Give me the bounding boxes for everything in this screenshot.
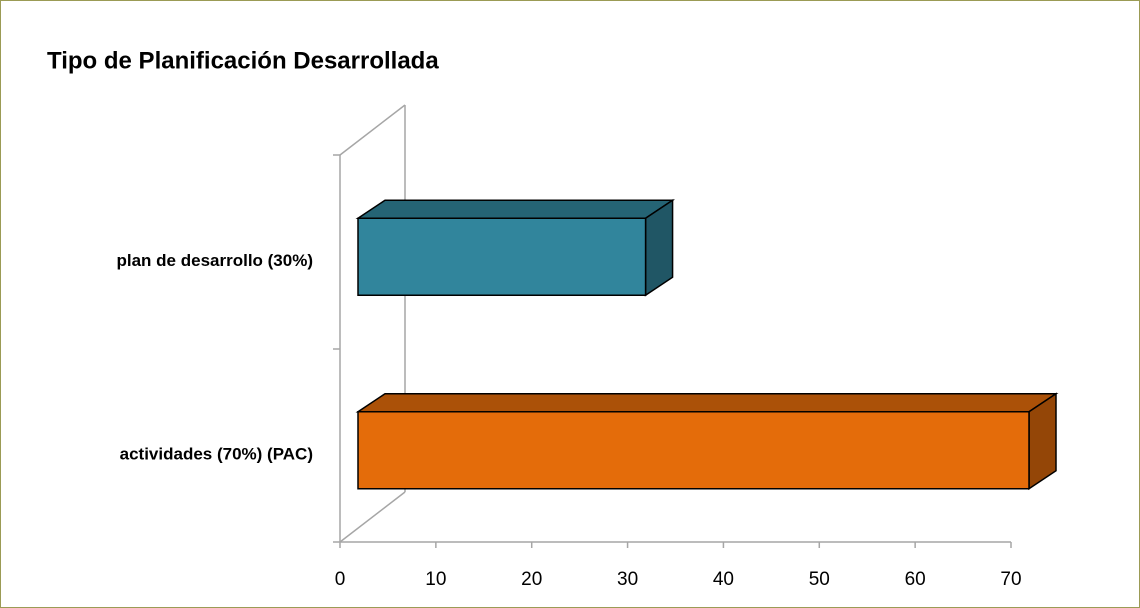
bar-front bbox=[357, 411, 1030, 490]
x-tick-label: 60 bbox=[905, 569, 926, 590]
x-tick-label: 20 bbox=[521, 569, 542, 590]
y-tick-label: plan de desarrollo (30%) bbox=[117, 251, 314, 270]
bar bbox=[355, 198, 676, 297]
chart-title: Tipo de Planificación Desarrollada bbox=[47, 47, 439, 74]
bar-top bbox=[355, 199, 676, 219]
bar-top bbox=[355, 393, 1059, 413]
bar-front bbox=[357, 217, 647, 296]
x-tick-label: 40 bbox=[713, 569, 734, 590]
y-tick-label: actividades (70%) (PAC) bbox=[120, 445, 313, 464]
x-tick-label: 10 bbox=[425, 569, 446, 590]
x-tick-label: 50 bbox=[809, 569, 830, 590]
bar bbox=[355, 392, 1059, 491]
x-tick-label: 70 bbox=[1000, 569, 1021, 590]
x-tick-label: 0 bbox=[335, 569, 346, 590]
x-tick-label: 30 bbox=[617, 569, 638, 590]
